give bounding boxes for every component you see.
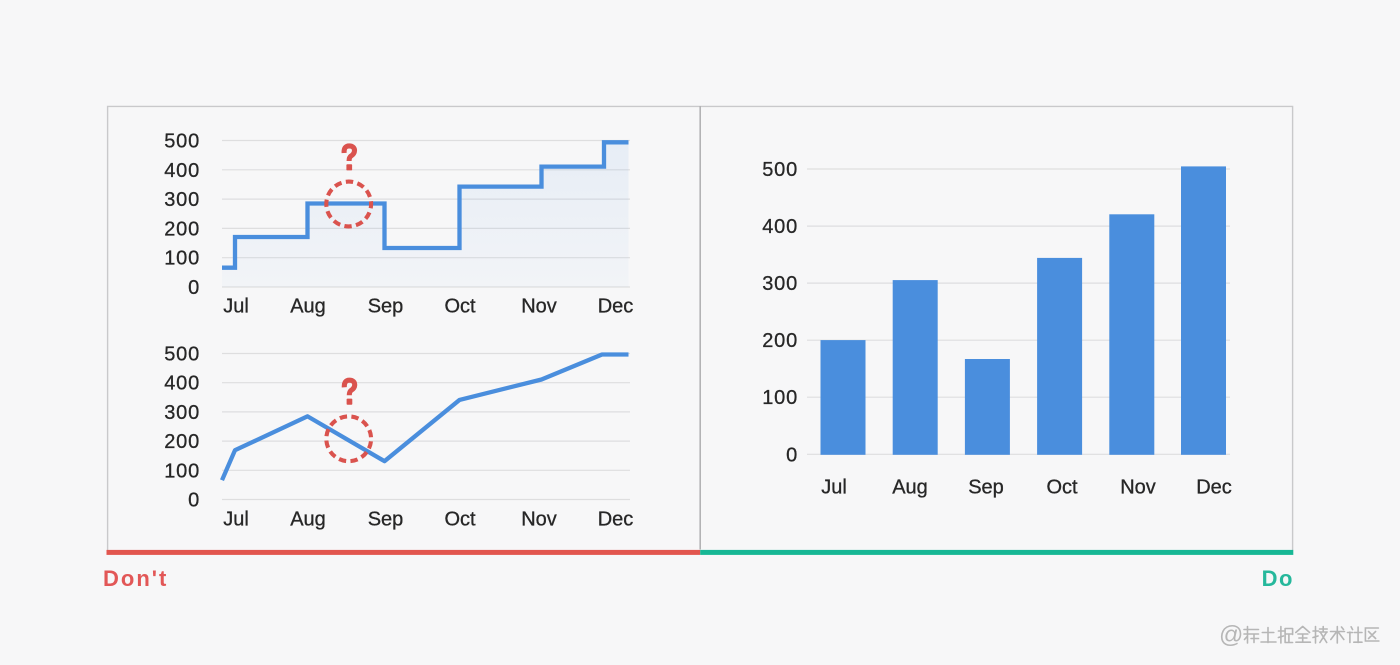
svg-text:0: 0 (786, 444, 798, 466)
svg-text:500: 500 (164, 344, 200, 366)
svg-text:0: 0 (188, 277, 200, 299)
svg-text:Sep: Sep (368, 509, 404, 531)
svg-text:100: 100 (164, 460, 200, 482)
svg-text:300: 300 (164, 189, 200, 211)
svg-text:500: 500 (164, 131, 200, 153)
svg-text:0: 0 (188, 490, 200, 512)
svg-text:400: 400 (762, 216, 798, 238)
svg-text:Oct: Oct (1046, 477, 1078, 499)
svg-text:Nov: Nov (521, 509, 557, 531)
svg-text:200: 200 (164, 218, 200, 240)
svg-text:300: 300 (762, 273, 798, 295)
svg-text:Dec: Dec (1196, 477, 1232, 499)
svg-text:Dec: Dec (598, 296, 634, 318)
svg-text:Oct: Oct (444, 509, 476, 531)
svg-text:Aug: Aug (290, 296, 326, 318)
svg-text:500: 500 (762, 159, 798, 181)
svg-text:100: 100 (164, 248, 200, 270)
svg-text:300: 300 (164, 402, 200, 424)
svg-text:Jul: Jul (223, 509, 249, 531)
svg-text:@: @ (1219, 622, 1243, 649)
svg-text:Nov: Nov (1120, 477, 1156, 499)
svg-text:200: 200 (762, 330, 798, 352)
svg-text:Nov: Nov (521, 296, 557, 318)
svg-text:400: 400 (164, 160, 200, 182)
svg-text:100: 100 (762, 387, 798, 409)
svg-text:Sep: Sep (368, 296, 404, 318)
svg-text:Jul: Jul (821, 477, 847, 499)
svg-text:Sep: Sep (968, 477, 1004, 499)
svg-text:Dec: Dec (598, 509, 634, 531)
svg-text:Jul: Jul (223, 296, 249, 318)
svg-text:400: 400 (164, 373, 200, 395)
svg-text:Aug: Aug (892, 477, 928, 499)
svg-text:Do: Do (1262, 566, 1294, 591)
svg-text:200: 200 (164, 431, 200, 453)
svg-text:Don't: Don't (103, 566, 168, 591)
svg-text:Aug: Aug (290, 509, 326, 531)
svg-text:Oct: Oct (444, 296, 476, 318)
